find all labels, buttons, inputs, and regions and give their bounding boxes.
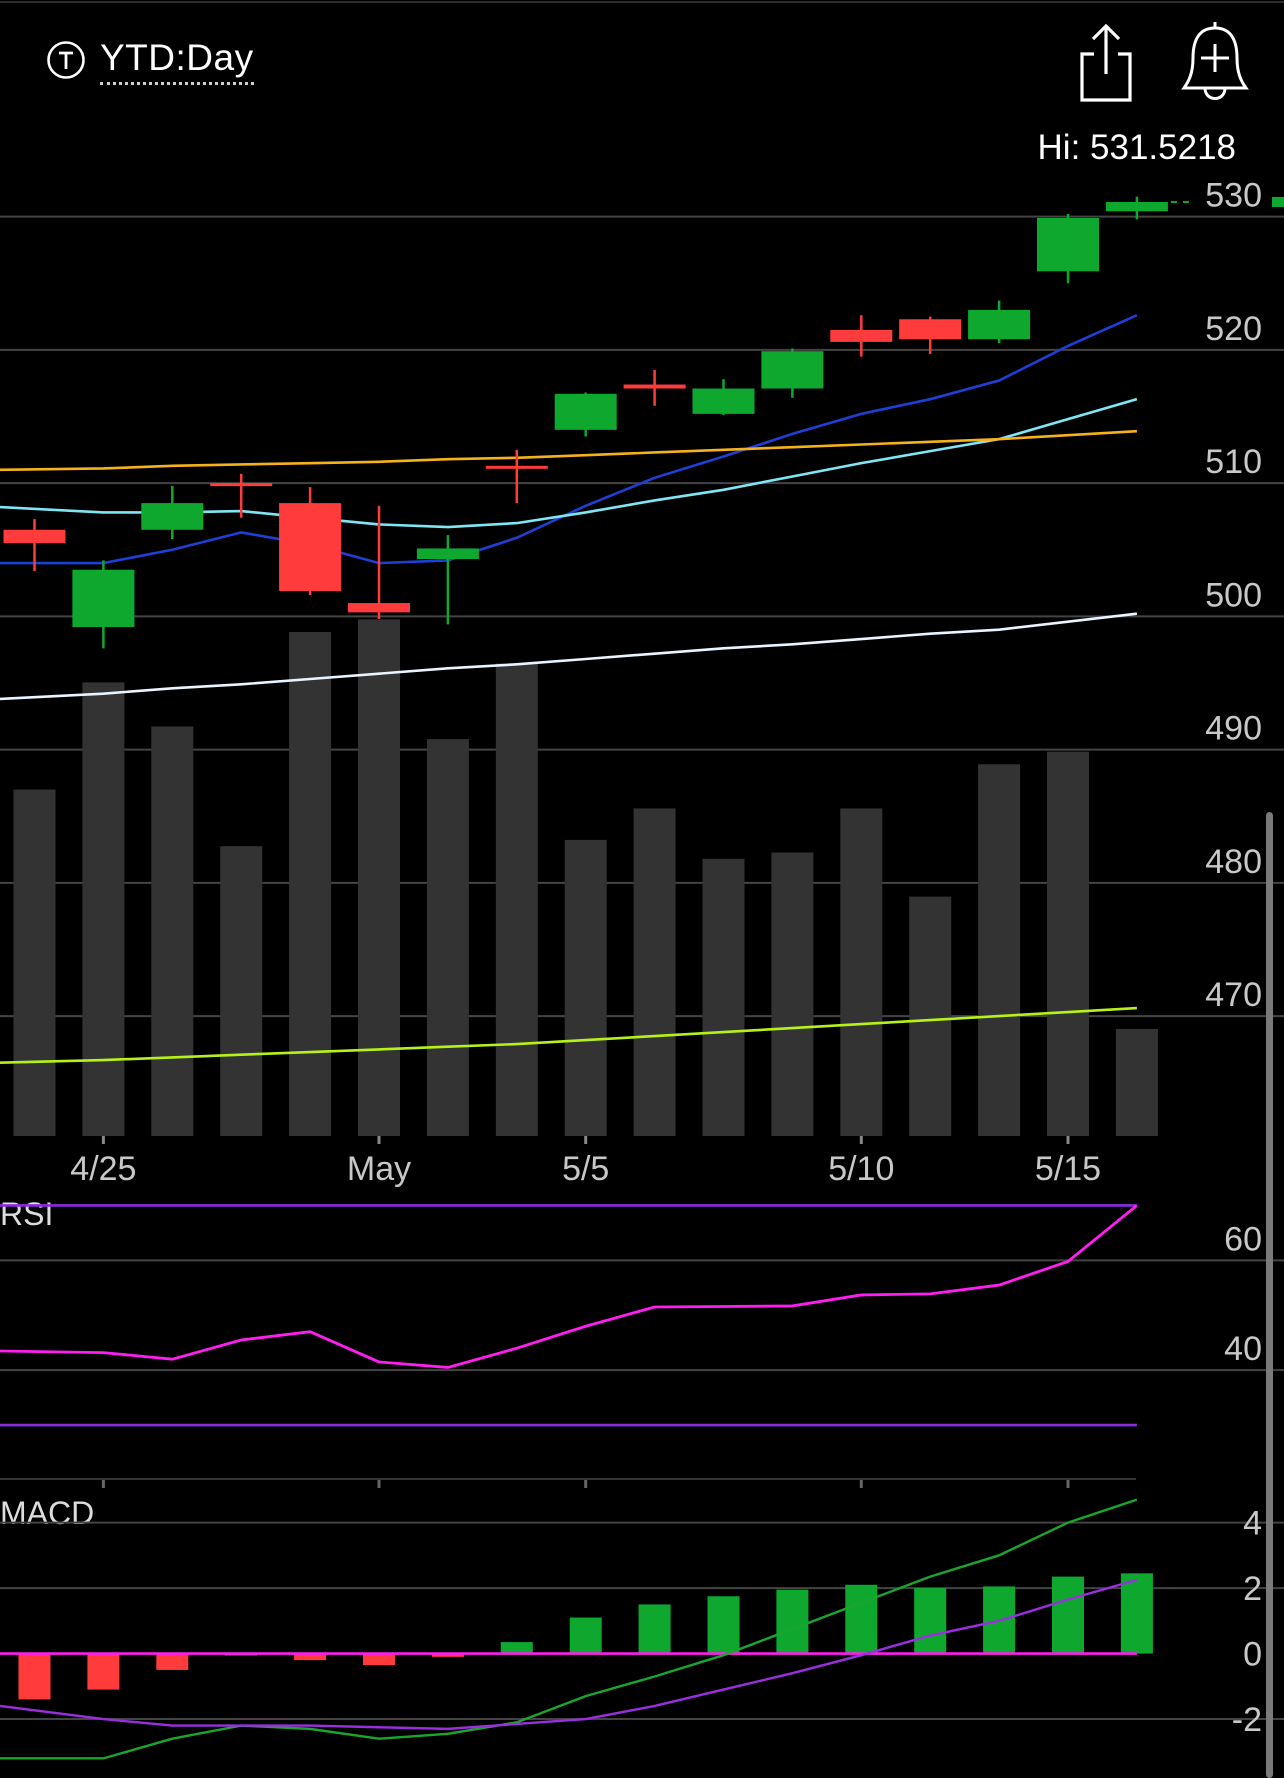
chart-header: YTD:Day: [0, 0, 1284, 120]
volume-bar: [840, 808, 883, 1136]
macd-histogram-bar: [914, 1588, 947, 1654]
date-axis-label: 4/25: [70, 1150, 136, 1188]
macd-histogram-bar: [1120, 1573, 1153, 1654]
volume-bar: [151, 726, 194, 1136]
candle-up[interactable]: [1105, 201, 1168, 212]
candle-down[interactable]: [899, 319, 962, 340]
volume-bar: [13, 789, 56, 1136]
macd-histogram-bar: [638, 1604, 671, 1654]
volume-bar: [771, 852, 814, 1136]
volume-bar: [220, 846, 263, 1136]
price-axis-label: 470: [1205, 976, 1262, 1014]
last-price-marker: [1272, 196, 1284, 207]
rsi-line: [0, 1204, 1138, 1369]
range-label: YTD:Day: [100, 36, 254, 85]
volume-bar: [358, 619, 400, 1136]
macd-histogram-bar: [845, 1584, 878, 1654]
share-icon[interactable]: [1072, 20, 1140, 104]
candle-up[interactable]: [72, 569, 135, 628]
candle-down[interactable]: [830, 329, 893, 342]
candle-up[interactable]: [141, 503, 204, 530]
macd-histogram-bar: [156, 1653, 189, 1670]
candle-down[interactable]: [3, 529, 66, 544]
price-axis-label: 500: [1205, 576, 1262, 614]
volume-bar: [702, 858, 745, 1136]
volume-bar: [1115, 1028, 1158, 1136]
macd-histogram-bar: [707, 1596, 740, 1654]
candle-down[interactable]: [279, 503, 342, 592]
volume-bar: [495, 663, 538, 1136]
price-axis-label: 530: [1205, 177, 1262, 215]
volume-bar: [633, 808, 676, 1136]
macd-histogram-bar: [87, 1653, 120, 1690]
macd-axis-label: 0: [1243, 1636, 1262, 1674]
candle-down[interactable]: [210, 483, 273, 487]
price-axis-label: 520: [1205, 310, 1262, 348]
macd-histogram-bar: [294, 1653, 327, 1661]
moving-average-line: [0, 314, 1138, 565]
macd-histogram-bar: [18, 1653, 51, 1700]
rsi-title: RSI: [0, 1196, 53, 1232]
range-selector-button[interactable]: YTD:Day: [46, 34, 254, 86]
macd-line: [0, 1498, 1138, 1760]
high-price-label: Hi: 531.5218: [1037, 128, 1236, 167]
candle-up[interactable]: [968, 309, 1031, 340]
price-axis-label: 510: [1205, 443, 1262, 481]
candle-up[interactable]: [1037, 217, 1099, 272]
volume-bar: [1047, 751, 1089, 1136]
volume-bar: [978, 764, 1021, 1136]
circle-t-icon: [47, 41, 85, 79]
volume-bar: [289, 632, 332, 1136]
price-axis-label: 480: [1205, 843, 1262, 881]
candle-up[interactable]: [416, 548, 479, 560]
macd-histogram-bar: [363, 1653, 395, 1666]
macd-histogram-bar: [500, 1642, 533, 1654]
candle-up[interactable]: [761, 351, 824, 389]
date-axis-label: 5/5: [562, 1150, 609, 1188]
date-axis-label: May: [347, 1150, 411, 1188]
price-axis-label: 490: [1205, 710, 1262, 748]
volume-bar: [426, 739, 469, 1136]
moving-average-line: [0, 1006, 1137, 1065]
vertical-scrollbar[interactable]: [1266, 812, 1273, 1778]
macd-axis-label: 4: [1243, 1505, 1262, 1543]
moving-average-line: [0, 429, 1137, 472]
macd-histogram-bar: [431, 1653, 464, 1657]
rsi-axis-label: 60: [1224, 1220, 1262, 1258]
volume-bar: [909, 896, 952, 1136]
macd-axis-label: -2: [1232, 1701, 1262, 1739]
candle-up[interactable]: [554, 393, 617, 430]
add-alert-bell-icon[interactable]: [1180, 18, 1250, 104]
candle-down[interactable]: [348, 603, 410, 613]
volume-bar: [82, 682, 125, 1136]
date-axis-label: 5/15: [1035, 1150, 1101, 1188]
moving-average-line: [0, 397, 1138, 529]
macd-axis-label: 2: [1243, 1570, 1262, 1608]
volume-bar: [564, 839, 607, 1136]
moving-average-line: [0, 612, 1138, 701]
macd-signal-line: [0, 1578, 1138, 1731]
candle-down[interactable]: [623, 384, 686, 389]
macd-title: MACD: [0, 1495, 94, 1531]
date-axis-label: 5/10: [828, 1150, 894, 1188]
rsi-axis-label: 40: [1224, 1330, 1262, 1368]
macd-histogram-bar: [776, 1589, 809, 1654]
macd-histogram-bar: [1052, 1576, 1084, 1654]
candle-up[interactable]: [692, 388, 755, 414]
candle-down[interactable]: [485, 465, 548, 469]
macd-histogram-bar: [569, 1617, 602, 1654]
